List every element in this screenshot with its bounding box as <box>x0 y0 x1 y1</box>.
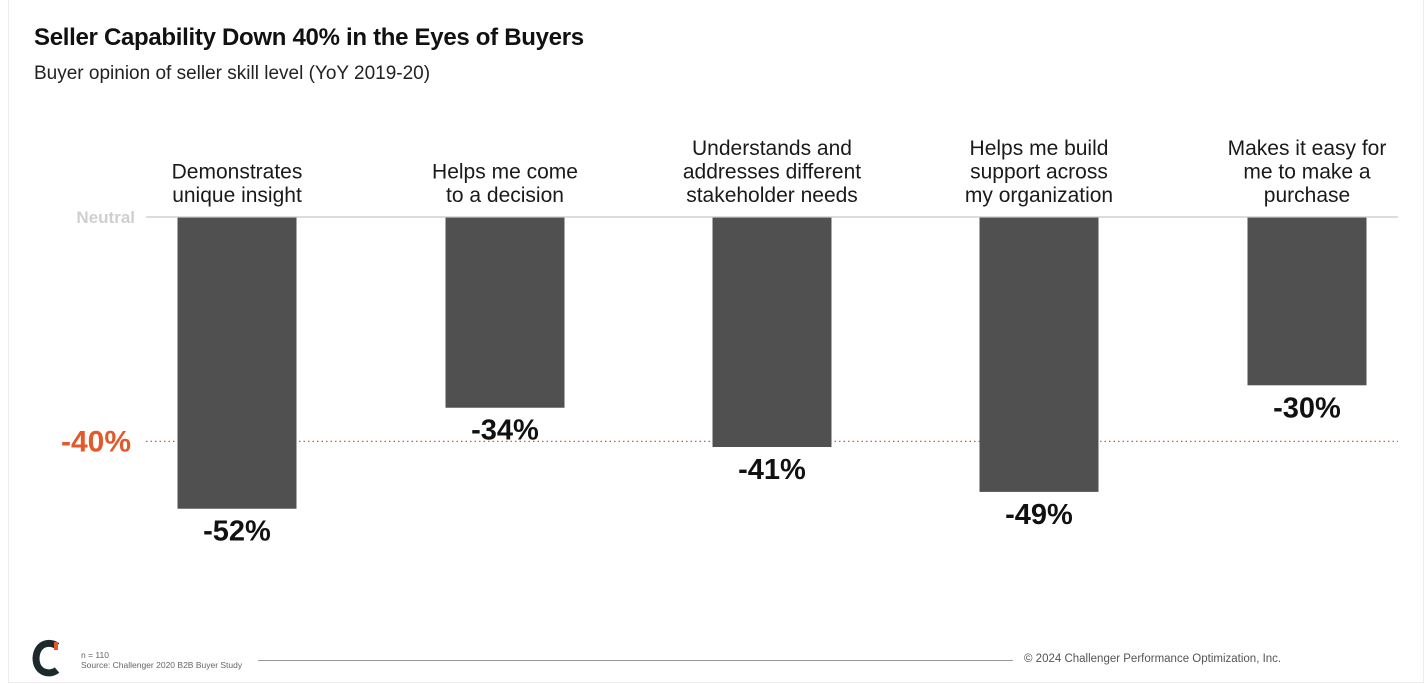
category-label-1-line-2: unique insight <box>172 184 302 207</box>
sample-size-note: n = 110 <box>81 650 109 660</box>
chart-frame <box>8 0 1424 683</box>
bar-value-label-4: -49% <box>1005 499 1073 531</box>
category-label-3-line-2: addresses different <box>683 161 861 184</box>
source-note: Source: Challenger 2020 B2B Buyer Study <box>81 660 243 670</box>
bar-3 <box>712 217 832 448</box>
category-label-1-line-1: Demonstrates <box>172 161 303 184</box>
copyright-text: © 2024 Challenger Performance Optimizati… <box>1024 653 1282 665</box>
category-label-5-line-1: Makes it easy for <box>1228 137 1387 160</box>
bar-value-label-1: -52% <box>203 516 271 548</box>
chart-subtitle: Buyer opinion of seller skill level (YoY… <box>34 63 431 84</box>
category-label-4-line-2: support across <box>970 161 1108 184</box>
bar-value-label-5: -30% <box>1273 392 1341 424</box>
challenger-logo-icon <box>32 639 60 677</box>
category-label-4-line-3: my organization <box>965 184 1113 207</box>
bar-4 <box>979 217 1099 492</box>
category-label-2-line-1: Helps me come <box>432 161 578 184</box>
footer-divider <box>258 660 1013 661</box>
bar-value-label-2: -34% <box>471 415 539 447</box>
category-label-3-line-3: stakeholder needs <box>686 184 858 207</box>
bar-1 <box>177 217 297 509</box>
category-label-5-line-2: me to make a <box>1243 161 1371 184</box>
bar-2 <box>445 217 565 408</box>
reference-line-label: -40% <box>61 425 131 458</box>
category-label-5-line-3: purchase <box>1264 184 1350 207</box>
chart-title: Seller Capability Down 40% in the Eyes o… <box>34 24 584 51</box>
neutral-label: Neutral <box>76 208 135 227</box>
category-label-4-line-1: Helps me build <box>970 137 1109 160</box>
bar-value-label-3: -41% <box>738 454 806 486</box>
category-label-2-line-2: to a decision <box>446 184 564 207</box>
category-label-3-line-1: Understands and <box>692 137 852 160</box>
bar-5 <box>1247 217 1367 386</box>
